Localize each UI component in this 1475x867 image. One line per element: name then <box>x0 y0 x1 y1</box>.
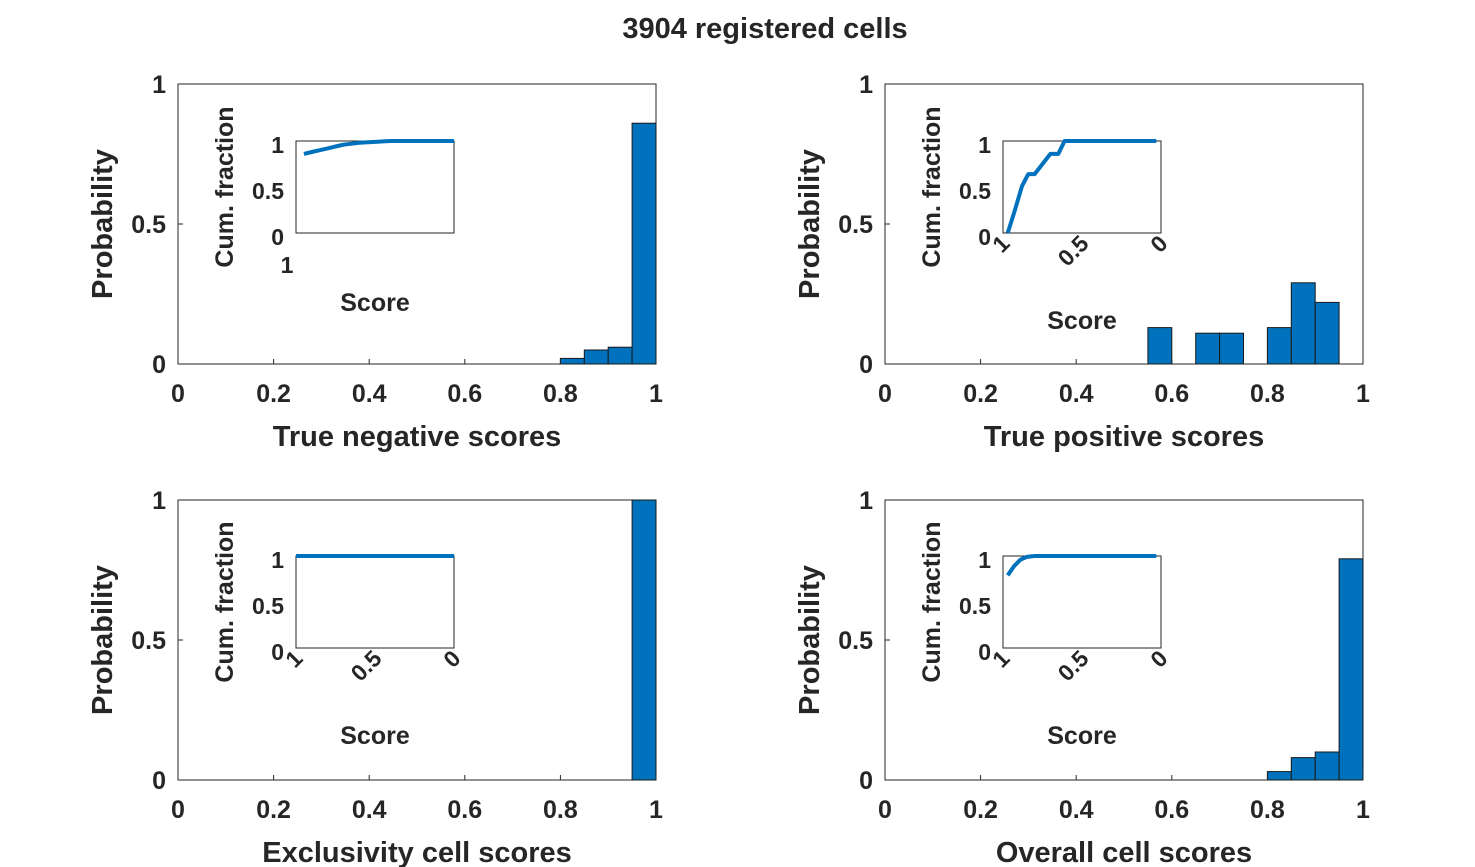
y-tick-label: 1 <box>859 71 873 99</box>
x-tick-label: 0.2 <box>256 380 291 408</box>
y-axis-label: Probability <box>794 149 826 299</box>
inset-y-tick-label: 0 <box>978 639 991 665</box>
x-tick-label: 0.6 <box>1154 796 1189 824</box>
histogram-bar <box>1290 282 1316 365</box>
x-tick-label: 0.2 <box>963 796 998 824</box>
x-tick-label: 1 <box>1356 796 1370 824</box>
x-tick-label: 0 <box>171 796 185 824</box>
inset-x-axis-label: Score <box>1047 722 1117 750</box>
subplot-overall: 0 0.2 0.4 0.6 0.8 1 0 0.5 1 Overall cell scores Pr… <box>794 487 1370 867</box>
x-axis-label: Exclusivity cell scores <box>262 837 572 867</box>
x-tick-label: 0.2 <box>256 796 291 824</box>
histogram-bar <box>1314 751 1340 781</box>
y-tick-label: 0 <box>152 767 166 795</box>
x-tick-label: 0.6 <box>447 380 482 408</box>
x-tick-label: 0.8 <box>1250 380 1285 408</box>
y-tick-label: 1 <box>859 487 873 515</box>
histogram-bar <box>1195 332 1221 365</box>
inset-y-tick-label: 0.5 <box>252 593 284 619</box>
inset-y-tick-label: 1 <box>271 132 284 158</box>
histogram-bar <box>1147 327 1173 365</box>
inset-y-axis-label: Cum. fraction <box>211 106 239 267</box>
y-tick-label: 0.5 <box>131 627 166 655</box>
x-axis-label: Overall cell scores <box>996 837 1252 867</box>
x-tick-label: 1 <box>649 380 663 408</box>
histogram-bar <box>631 499 657 781</box>
y-tick-label: 0 <box>859 351 873 379</box>
figure-title: 3904 registered cells <box>622 13 907 45</box>
histogram-bar <box>631 122 657 365</box>
inset-y-tick-label: 0 <box>271 639 284 665</box>
inset-y-tick-label: 1 <box>978 547 991 573</box>
inset-x-tick-label: 1 <box>281 252 294 278</box>
histogram-bar <box>607 346 633 365</box>
histogram-bar <box>1266 771 1292 781</box>
inset-frame <box>295 555 455 649</box>
x-axis-label: True negative scores <box>273 421 562 453</box>
x-tick-label: 0.2 <box>963 380 998 408</box>
histogram-bar <box>1290 757 1316 781</box>
histogram-bar <box>1314 301 1340 365</box>
y-tick-label: 0.5 <box>838 211 873 239</box>
x-tick-label: 0.4 <box>352 380 387 408</box>
histogram-bar <box>1266 327 1292 365</box>
inset-frame <box>1002 555 1162 649</box>
x-tick-label: 0.4 <box>1059 380 1094 408</box>
x-tick-label: 0.6 <box>447 796 482 824</box>
x-tick-label: 0 <box>171 380 185 408</box>
x-tick-label: 0 <box>878 796 892 824</box>
cdf-line <box>1005 139 1157 234</box>
inset-y-axis-label: Cum. fraction <box>918 521 946 682</box>
inset-y-tick-label: 0 <box>978 224 991 250</box>
y-tick-label: 0.5 <box>131 211 166 239</box>
x-tick-label: 1 <box>1356 380 1370 408</box>
x-tick-label: 0.8 <box>1250 796 1285 824</box>
inset-y-tick-label: 1 <box>978 132 991 158</box>
y-tick-label: 1 <box>152 487 166 515</box>
inset-x-axis-label: Score <box>340 289 410 317</box>
inset-frame <box>1002 140 1162 234</box>
cdf-line <box>1006 554 1157 577</box>
y-tick-label: 0 <box>152 351 166 379</box>
x-tick-label: 1 <box>649 796 663 824</box>
inset-y-axis-label: Cum. fraction <box>211 521 239 682</box>
y-tick-label: 0.5 <box>838 627 873 655</box>
inset-x-axis-label: Score <box>340 722 410 750</box>
y-axis-label: Probability <box>87 149 119 299</box>
histogram-bar <box>1219 332 1244 365</box>
x-tick-label: 0.4 <box>1059 796 1094 824</box>
inset-y-tick-label: 0 <box>271 224 284 250</box>
histogram-bar <box>583 349 609 365</box>
inset-x-axis-label: Score <box>1047 307 1117 335</box>
inset-y-tick-label: 1 <box>271 547 284 573</box>
x-axis-label: True positive scores <box>984 421 1264 453</box>
x-tick-label: 0.8 <box>543 796 578 824</box>
x-tick-label: 0.4 <box>352 796 387 824</box>
inset-y-tick-label: 0.5 <box>252 178 284 204</box>
inset-cdf-true-negative: 0 0.5 1 1 Score Cum. fraction <box>211 106 455 317</box>
inset-y-tick-label: 0.5 <box>959 593 991 619</box>
inset-y-tick-label: 0.5 <box>959 178 991 204</box>
x-tick-label: 0.8 <box>543 380 578 408</box>
x-tick-label: 0.6 <box>1154 380 1189 408</box>
histogram-bar <box>559 357 585 365</box>
y-axis-label: Probability <box>87 565 119 715</box>
inset-y-axis-label: Cum. fraction <box>918 106 946 267</box>
cdf-line <box>303 139 454 156</box>
y-tick-label: 1 <box>152 71 166 99</box>
histogram-bar <box>1338 558 1364 781</box>
x-tick-label: 0 <box>878 380 892 408</box>
inset-frame <box>295 140 455 234</box>
y-axis-label: Probability <box>794 565 826 715</box>
subplot-true-positive: 0 0.2 0.4 0.6 0.8 1 0 0.5 1 True positive scores P… <box>794 71 1370 453</box>
y-tick-label: 0 <box>859 767 873 795</box>
subplot-exclusivity: 0 0.2 0.4 0.6 0.8 1 0 0.5 1 Exclusivity cell scor… <box>87 487 663 867</box>
